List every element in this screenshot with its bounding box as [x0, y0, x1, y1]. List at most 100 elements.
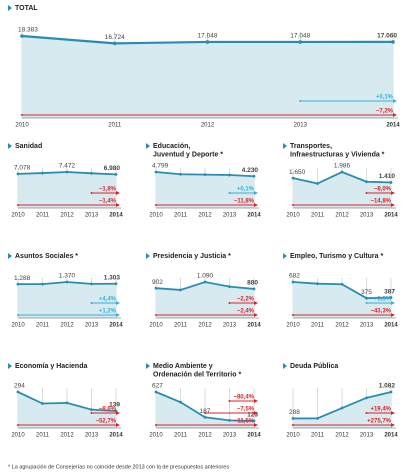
- x-tick-label: 2010: [149, 323, 163, 329]
- x-tick-label: 2013: [223, 433, 237, 439]
- value-label: 1.986: [334, 163, 351, 170]
- arrow-start: [155, 424, 157, 426]
- x-tick-label: 2012: [198, 213, 212, 219]
- value-label: 1.090: [197, 273, 214, 280]
- arrow-start: [21, 114, 23, 116]
- x-tick-label: 2010: [286, 433, 300, 439]
- point: [228, 173, 231, 177]
- annotation-label: −80,4%: [233, 395, 254, 401]
- point: [203, 415, 207, 419]
- footnote: * La agrupación de Consejerías no coinci…: [8, 464, 229, 470]
- area: [293, 172, 391, 208]
- x-tick-label: 2010: [286, 323, 300, 329]
- point: [154, 170, 158, 174]
- value-label: 1.650: [289, 169, 306, 176]
- title-marker: [8, 363, 12, 369]
- point: [389, 181, 393, 184]
- annotation-label: +4,4%: [99, 297, 117, 303]
- arrow-start: [90, 192, 93, 194]
- title-marker: [283, 143, 287, 149]
- x-tick-label: 2011: [174, 213, 188, 219]
- point: [291, 280, 295, 284]
- point: [391, 40, 395, 44]
- panel-title: Deuda Pública: [290, 363, 338, 370]
- x-tick-label: 2011: [108, 123, 122, 129]
- value-label: 627: [152, 383, 163, 390]
- arrow-start: [365, 192, 368, 194]
- x-tick-label: 2011: [311, 213, 325, 219]
- point: [365, 296, 368, 300]
- annotation-label: +19,4%: [370, 407, 391, 413]
- x-tick-label: 2011: [174, 433, 188, 439]
- title-marker: [283, 253, 287, 259]
- arrow-head: [254, 203, 258, 207]
- point: [340, 406, 344, 410]
- point: [316, 282, 319, 286]
- arrow-start: [228, 400, 231, 402]
- arrow-head: [116, 191, 120, 195]
- area: [18, 392, 116, 428]
- arrow-start: [299, 100, 302, 102]
- arrow-head: [391, 191, 395, 195]
- value-label: 387: [384, 288, 395, 295]
- point: [65, 170, 69, 174]
- value-label: 17.060: [377, 33, 397, 40]
- value-label: 1.303: [104, 274, 121, 281]
- x-tick-label: 2014: [384, 433, 398, 439]
- panel-title: TOTAL: [15, 5, 38, 12]
- area: [156, 172, 254, 208]
- annotation-label: +0,1%: [237, 187, 255, 193]
- panel-title: Juventud y Deporte *: [153, 151, 223, 158]
- annotation-label: −43,3%: [370, 309, 391, 315]
- value-label: 902: [152, 279, 163, 286]
- title-marker: [8, 253, 12, 259]
- point: [365, 180, 368, 184]
- x-tick-label: 2014: [247, 433, 261, 439]
- value-label: 1.370: [59, 273, 76, 280]
- value-label: 1.410: [379, 173, 396, 180]
- point: [41, 282, 44, 286]
- x-tick-label: 2011: [36, 433, 50, 439]
- arrow-head: [254, 423, 258, 427]
- point: [291, 417, 295, 420]
- point: [252, 287, 256, 291]
- arrow-head: [391, 313, 395, 317]
- value-label: 4.799: [152, 163, 169, 170]
- point: [179, 172, 182, 176]
- value-label: 4.230: [242, 167, 259, 174]
- x-tick-label: 2010: [11, 323, 25, 329]
- value-label: 375: [361, 289, 372, 296]
- x-tick-label: 2011: [174, 323, 188, 329]
- arrow-head: [116, 203, 120, 207]
- arrow-head: [254, 301, 258, 305]
- x-tick-label: 2012: [335, 433, 349, 439]
- x-tick-label: 2014: [386, 123, 400, 129]
- annotation-label: +3,3%: [374, 297, 392, 303]
- point: [112, 41, 117, 46]
- value-label: 7.472: [59, 163, 76, 170]
- x-tick-label: 2014: [247, 213, 261, 219]
- point: [114, 172, 118, 176]
- point: [114, 282, 118, 286]
- value-label: 6.980: [104, 165, 121, 172]
- x-tick-label: 2013: [223, 323, 237, 329]
- point: [179, 288, 182, 292]
- x-tick-label: 2010: [286, 213, 300, 219]
- arrow-head: [116, 301, 120, 305]
- point: [205, 40, 210, 44]
- value-label: 880: [247, 280, 258, 287]
- point: [41, 402, 44, 405]
- arrow-start: [17, 314, 19, 316]
- x-tick-label: 2012: [335, 323, 349, 329]
- x-tick-label: 2010: [11, 433, 25, 439]
- arrow-head: [393, 99, 397, 103]
- x-tick-label: 2012: [60, 213, 74, 219]
- arrow-start: [292, 314, 294, 316]
- arrow-start: [228, 302, 231, 304]
- x-tick-label: 2013: [223, 213, 237, 219]
- x-tick-label: 2011: [311, 323, 325, 329]
- point: [228, 285, 231, 289]
- point: [41, 171, 44, 175]
- x-tick-label: 2011: [311, 433, 325, 439]
